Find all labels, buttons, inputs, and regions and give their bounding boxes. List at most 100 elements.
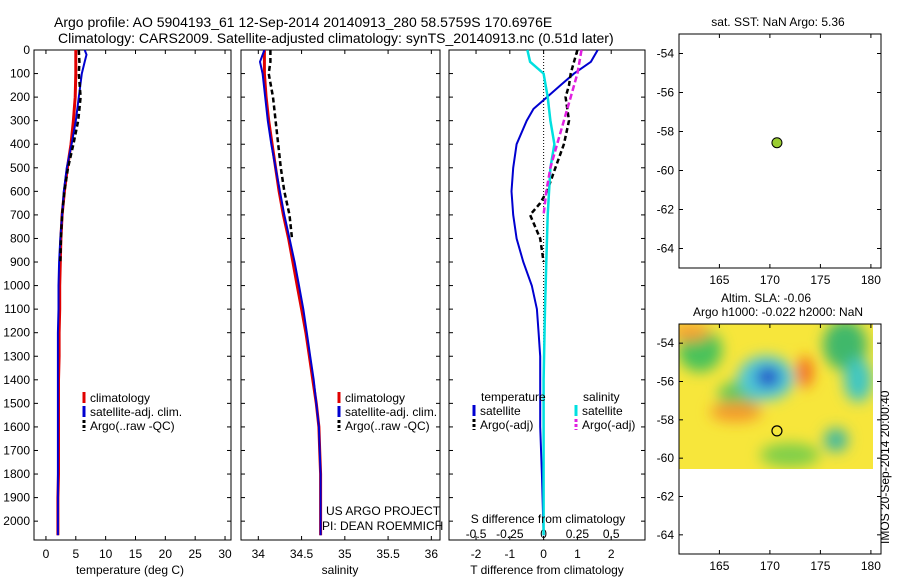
sla-map-plot: 165 170 175 180 -54 -56 -58 -60 -62 -64 bbox=[657, 324, 881, 573]
heat-cyan-right bbox=[844, 358, 872, 402]
map-y-tick-label: -62 bbox=[657, 203, 675, 217]
y-tick-label: 2000 bbox=[3, 514, 30, 528]
map-y-tick-label: -54 bbox=[657, 336, 675, 350]
x-tick-label: 34 bbox=[252, 547, 266, 561]
y-tick-label: 800 bbox=[10, 231, 30, 245]
sla-title: Altim. SLA: -0.06 bbox=[721, 291, 811, 305]
legend-label: Argo(-adj) bbox=[480, 418, 533, 432]
x-tick-label: -1 bbox=[504, 547, 515, 561]
y-tick-label: 400 bbox=[10, 137, 30, 151]
map-y-tick-label: -64 bbox=[657, 242, 675, 256]
x-tick-label: 34.5 bbox=[290, 547, 314, 561]
x-tick-label: 30 bbox=[218, 547, 232, 561]
x-tick-label: -2 bbox=[471, 547, 482, 561]
x-tick-label: 35.5 bbox=[376, 547, 400, 561]
map-x-tick-label: 170 bbox=[760, 559, 780, 573]
sst-title: sat. SST: NaN Argo: 5.36 bbox=[711, 15, 845, 29]
y-tick-label: 100 bbox=[10, 67, 30, 81]
legend-label: climatology bbox=[345, 391, 405, 405]
map-y-tick-label: -58 bbox=[657, 413, 675, 427]
x-tick-label: 1 bbox=[574, 547, 581, 561]
difference-panel-plot: -2 -1 0 1 2-0.5 -0.25 0 0.25 0.5satelliteArgo(-a… bbox=[449, 49, 645, 561]
x-tick-label: 35 bbox=[338, 547, 352, 561]
legend-label: satellite bbox=[582, 404, 623, 418]
s-tick-label: 0.25 bbox=[566, 527, 590, 541]
map-y-tick-label: -56 bbox=[657, 86, 675, 100]
y-tick-label: 1000 bbox=[3, 279, 30, 293]
y-tick-label: 700 bbox=[10, 208, 30, 222]
header-line1: Argo profile: AO 5904193_61 12-Sep-2014 … bbox=[54, 14, 552, 30]
argo-position-marker bbox=[771, 425, 783, 437]
s-tick-label: -0.5 bbox=[466, 527, 487, 541]
sla-map-panel bbox=[678, 323, 882, 555]
y-tick-label: 900 bbox=[10, 255, 30, 269]
legend-label: Argo(-adj) bbox=[582, 418, 635, 432]
legend-label: Argo(..raw -QC) bbox=[90, 419, 175, 433]
legend-label: climatology bbox=[90, 391, 150, 405]
x-tick-label: 0 bbox=[43, 547, 50, 561]
diff-xlabel: T difference from climatology bbox=[470, 563, 624, 577]
diff-legend-salinity-title: salinity bbox=[583, 390, 620, 404]
heat-green-bottom bbox=[760, 443, 820, 467]
y-tick-label: 200 bbox=[10, 90, 30, 104]
heat-orange-low bbox=[710, 402, 762, 422]
map-x-tick-label: 170 bbox=[760, 273, 780, 287]
difference-panel bbox=[448, 49, 646, 541]
sal-satellite-line bbox=[526, 49, 556, 536]
temperature-panel bbox=[33, 49, 232, 541]
climatology-line bbox=[262, 50, 323, 536]
legend-label: satellite-adj. clim. bbox=[90, 405, 182, 419]
y-tick-label: 600 bbox=[10, 184, 30, 198]
y-tick-label: 1600 bbox=[3, 420, 30, 434]
temperature-panel-plot: 0 5 10 15 20 25 300100200300400500600700800900… bbox=[3, 43, 232, 561]
map-y-tick-label: -54 bbox=[657, 47, 675, 61]
salinity-panel-plot: 34 34.5 35 35.5 36 climatologysatellite-adj. … bbox=[241, 49, 440, 561]
y-tick-label: 0 bbox=[23, 43, 30, 57]
heat-teal-bottomright bbox=[824, 428, 848, 452]
x-tick-label: 5 bbox=[72, 547, 79, 561]
y-tick-label: 1800 bbox=[3, 467, 30, 481]
heat-orange-topleft bbox=[679, 324, 710, 341]
project-annotation-2: PI: DEAN ROEMMICH bbox=[322, 519, 443, 533]
diff-legend-temperature-title: temperature bbox=[481, 390, 546, 404]
sla-heatmap bbox=[679, 324, 873, 469]
x-tick-label: 36 bbox=[425, 547, 439, 561]
map-y-tick-label: -60 bbox=[657, 164, 675, 178]
temp-satellite-line bbox=[510, 49, 599, 536]
sst-map-plot: 165 170 175 180 -54 -56 -58 -60 -62 -64 bbox=[657, 34, 881, 287]
x-tick-label: 25 bbox=[189, 547, 203, 561]
x-tick-label: 10 bbox=[99, 547, 113, 561]
satellite-line bbox=[258, 49, 322, 536]
map-y-tick-label: -62 bbox=[657, 490, 675, 504]
temperature-xlabel: temperature (deg C) bbox=[76, 563, 184, 577]
x-tick-label: 2 bbox=[608, 547, 615, 561]
project-annotation-1: US ARGO PROJECT bbox=[326, 504, 441, 518]
y-tick-label: 1300 bbox=[3, 349, 30, 363]
sla-subtitle: Argo h1000: -0.022 h2000: NaN bbox=[693, 305, 863, 319]
y-tick-label: 1100 bbox=[4, 302, 30, 316]
s-tick-label: -0.25 bbox=[496, 527, 524, 541]
map-x-tick-label: 165 bbox=[709, 559, 729, 573]
sal-argo-line bbox=[542, 49, 583, 216]
argo-line bbox=[267, 50, 294, 239]
imos-side-label: IMOS 20-Sep-2014 20:00:40 bbox=[878, 390, 892, 544]
legend-label: Argo(..raw -QC) bbox=[345, 419, 430, 433]
salinity-xlabel: salinity bbox=[322, 563, 359, 577]
map-x-tick-label: 175 bbox=[810, 559, 830, 573]
map-x-tick-label: 165 bbox=[709, 273, 729, 287]
x-tick-label: 15 bbox=[129, 547, 143, 561]
y-tick-label: 1700 bbox=[3, 443, 30, 457]
x-tick-label: 20 bbox=[159, 547, 173, 561]
map-x-tick-label: 180 bbox=[861, 273, 881, 287]
y-tick-label: 300 bbox=[10, 114, 30, 128]
y-tick-label: 1900 bbox=[3, 491, 30, 505]
map-y-tick-label: -64 bbox=[657, 528, 675, 542]
y-tick-label: 1400 bbox=[3, 373, 30, 387]
s-tick-label: 0.5 bbox=[603, 527, 620, 541]
map-y-tick-label: -56 bbox=[657, 375, 675, 389]
argo-position-marker bbox=[771, 137, 783, 149]
map-x-tick-label: 175 bbox=[810, 273, 830, 287]
y-tick-label: 500 bbox=[10, 161, 30, 175]
map-y-tick-label: -60 bbox=[657, 451, 675, 465]
